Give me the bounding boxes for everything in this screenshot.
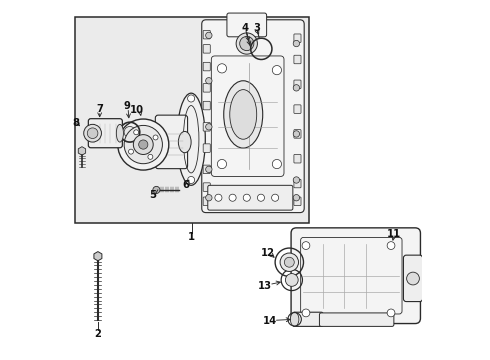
Circle shape — [257, 194, 265, 201]
Circle shape — [387, 242, 395, 249]
FancyBboxPatch shape — [294, 55, 301, 64]
FancyBboxPatch shape — [294, 154, 301, 163]
Circle shape — [272, 66, 282, 75]
FancyBboxPatch shape — [294, 179, 301, 188]
Bar — [75, 17, 309, 222]
Polygon shape — [78, 147, 86, 155]
Text: 4: 4 — [242, 23, 248, 33]
FancyBboxPatch shape — [403, 255, 422, 302]
FancyBboxPatch shape — [294, 34, 301, 42]
Circle shape — [218, 159, 226, 168]
Circle shape — [407, 272, 419, 285]
Circle shape — [240, 36, 254, 51]
Circle shape — [124, 125, 162, 164]
Text: 6: 6 — [182, 180, 189, 190]
Circle shape — [124, 126, 135, 138]
FancyBboxPatch shape — [155, 115, 188, 168]
FancyBboxPatch shape — [203, 165, 210, 174]
Ellipse shape — [178, 131, 191, 153]
FancyBboxPatch shape — [88, 119, 122, 148]
Text: 1: 1 — [188, 233, 196, 242]
FancyBboxPatch shape — [294, 105, 301, 113]
Circle shape — [280, 253, 298, 271]
Text: 9: 9 — [123, 101, 130, 111]
FancyBboxPatch shape — [203, 62, 210, 71]
Polygon shape — [94, 252, 102, 261]
Circle shape — [293, 131, 299, 137]
Circle shape — [229, 194, 236, 201]
FancyBboxPatch shape — [203, 123, 210, 131]
Circle shape — [206, 77, 212, 84]
Text: 8: 8 — [72, 118, 79, 128]
Circle shape — [293, 85, 299, 91]
FancyBboxPatch shape — [319, 313, 394, 327]
Circle shape — [243, 194, 250, 201]
FancyBboxPatch shape — [293, 312, 323, 327]
Circle shape — [206, 123, 212, 130]
Ellipse shape — [116, 124, 123, 142]
FancyBboxPatch shape — [294, 130, 301, 138]
Text: 14: 14 — [263, 316, 277, 326]
Circle shape — [236, 33, 257, 54]
FancyBboxPatch shape — [202, 20, 304, 213]
Circle shape — [87, 128, 98, 139]
Circle shape — [293, 40, 299, 47]
Ellipse shape — [177, 93, 205, 185]
FancyBboxPatch shape — [294, 80, 301, 89]
Text: 7: 7 — [96, 104, 103, 114]
Ellipse shape — [230, 90, 257, 139]
FancyBboxPatch shape — [203, 144, 210, 152]
Circle shape — [153, 135, 158, 140]
FancyBboxPatch shape — [203, 197, 210, 206]
Text: 5: 5 — [149, 190, 156, 200]
FancyBboxPatch shape — [294, 197, 301, 206]
Circle shape — [215, 194, 222, 201]
Text: 11: 11 — [387, 229, 401, 239]
Circle shape — [206, 32, 212, 39]
Circle shape — [139, 140, 148, 149]
FancyBboxPatch shape — [203, 45, 210, 53]
FancyBboxPatch shape — [203, 84, 210, 92]
Text: 13: 13 — [258, 281, 272, 291]
Text: 12: 12 — [261, 248, 275, 258]
Circle shape — [271, 194, 279, 201]
Circle shape — [206, 166, 212, 172]
Ellipse shape — [224, 81, 263, 148]
Circle shape — [128, 149, 133, 154]
Circle shape — [84, 124, 101, 142]
Circle shape — [387, 309, 395, 317]
FancyBboxPatch shape — [291, 228, 420, 324]
FancyBboxPatch shape — [208, 185, 293, 210]
Circle shape — [302, 242, 310, 249]
Circle shape — [218, 64, 226, 73]
FancyBboxPatch shape — [227, 13, 267, 37]
Text: 10: 10 — [130, 105, 144, 115]
Circle shape — [206, 194, 212, 201]
Circle shape — [284, 257, 294, 267]
FancyBboxPatch shape — [203, 101, 210, 110]
Circle shape — [302, 309, 310, 317]
Circle shape — [188, 176, 195, 184]
Circle shape — [293, 177, 299, 183]
Circle shape — [272, 159, 282, 168]
Text: 3: 3 — [253, 23, 260, 33]
Circle shape — [148, 154, 153, 159]
Ellipse shape — [291, 312, 299, 327]
Circle shape — [188, 95, 195, 102]
Circle shape — [293, 194, 299, 201]
Text: 2: 2 — [95, 329, 101, 339]
Circle shape — [134, 130, 139, 135]
FancyBboxPatch shape — [203, 31, 210, 39]
Circle shape — [118, 119, 169, 170]
Circle shape — [153, 186, 160, 193]
FancyBboxPatch shape — [203, 183, 210, 192]
Circle shape — [285, 274, 298, 286]
Circle shape — [133, 135, 153, 154]
